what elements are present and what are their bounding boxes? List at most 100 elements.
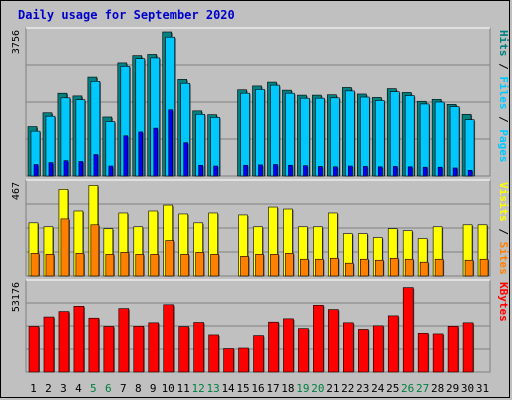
sites-bar (90, 224, 100, 277)
pages-bar (243, 164, 248, 177)
files-bar (240, 92, 250, 177)
sites-bar (300, 258, 309, 277)
sites-bar (210, 254, 219, 277)
day-label: 15 (236, 382, 249, 395)
sites-bar (120, 252, 130, 277)
legend-separator: / (497, 110, 510, 130)
legend-visits-sites: Visits / Sites (497, 182, 510, 275)
panel-1-ymax-label: 3756 (11, 30, 22, 54)
kbytes-bar (372, 325, 384, 373)
day-label: 29 (446, 382, 459, 395)
sites-bar (479, 258, 489, 277)
day-label: 3 (60, 382, 67, 395)
day-label: 21 (326, 382, 339, 395)
kbytes-bar (417, 332, 429, 373)
kbytes-bar (432, 333, 444, 373)
day-label: 12 (192, 382, 205, 395)
kbytes-bar (402, 287, 414, 373)
sites-bar (434, 258, 444, 277)
files-bar (434, 101, 445, 177)
sites-bar (195, 252, 204, 277)
pages-bar (318, 166, 323, 177)
pages-bar (213, 165, 218, 177)
kbytes-bar (238, 347, 249, 373)
kbytes-bar (253, 335, 264, 373)
pages-bar (153, 127, 159, 177)
panel-2-ymax-label: 467 (11, 182, 22, 200)
kbytes-bar (268, 321, 279, 373)
sites-bar (330, 257, 339, 277)
kbytes-bar (58, 311, 70, 373)
day-label: 22 (341, 382, 354, 395)
pages-bar (123, 135, 129, 177)
day-label: 4 (75, 382, 82, 395)
day-label: 19 (296, 382, 309, 395)
sites-bar (135, 254, 145, 277)
pages-bar (377, 166, 383, 177)
pages-bar (198, 164, 203, 177)
pages-bar (93, 154, 99, 177)
sites-bar (75, 253, 85, 277)
pages-bar (422, 166, 428, 177)
sites-bar (240, 255, 249, 277)
pages-bar (78, 161, 84, 177)
pages-bar (362, 166, 368, 177)
legend-kbytes: KBytes (497, 282, 510, 322)
pages-bar (392, 166, 398, 177)
kbytes-bar (298, 328, 309, 373)
kbytes-bar (357, 329, 369, 373)
kbytes-bar (462, 322, 474, 373)
sites-bar (285, 253, 294, 277)
files-bar (404, 95, 415, 177)
legend-kbytes: KBytes (497, 282, 510, 322)
sites-bar (464, 259, 474, 277)
legend-kbytes-text: KBytes (497, 282, 510, 322)
day-label: 9 (150, 382, 157, 395)
legend-visits-sites-text: Visits / Sites (497, 182, 510, 275)
panel-3-ymax-label: 53176 (11, 282, 22, 312)
sites-bar (150, 254, 160, 277)
legend-separator: / (497, 57, 510, 77)
kbytes-bar (133, 326, 145, 373)
pages-bar (258, 164, 263, 177)
pages-bar (108, 165, 114, 177)
kbytes-bar (118, 308, 130, 373)
legend-sites: Sites (497, 242, 510, 275)
day-label: 5 (90, 382, 97, 395)
pages-bar (467, 169, 473, 177)
pages-bar (348, 165, 353, 177)
kbytes-bar (43, 316, 55, 373)
sites-bar (60, 218, 70, 277)
kbytes-bar (148, 322, 160, 373)
pages-bar (437, 166, 443, 177)
sites-bar (45, 254, 55, 277)
pages-bar (273, 164, 278, 177)
sites-bar (180, 254, 189, 277)
files-bar (419, 103, 430, 177)
pages-bar (303, 165, 308, 177)
pages-bar (183, 142, 188, 177)
day-label: 31 (476, 382, 489, 395)
sites-bar (389, 257, 399, 277)
kbytes-bar (447, 326, 459, 373)
files-bar (300, 97, 310, 177)
legend-files: Files (497, 76, 510, 109)
chart-title: Daily usage for September 2020 (18, 8, 235, 22)
kbytes-bar (208, 334, 219, 373)
kbytes-bar (178, 326, 189, 373)
kbytes-bar (223, 348, 234, 373)
pages-bar (48, 162, 54, 177)
day-label: 11 (177, 382, 190, 395)
legend-hits-files-pages-text: Hits / Files / Pages (497, 30, 510, 163)
files-bar (315, 97, 325, 177)
day-label: 26 (401, 382, 414, 395)
kbytes-bar (193, 322, 204, 373)
kbytes-bar (103, 326, 115, 373)
kbytes-bar (283, 318, 294, 373)
legend-hits: Hits (497, 30, 510, 57)
sites-bar (374, 259, 384, 277)
sites-bar (255, 254, 264, 277)
legend-separator: / (497, 222, 510, 242)
legend-visits: Visits (497, 182, 510, 222)
